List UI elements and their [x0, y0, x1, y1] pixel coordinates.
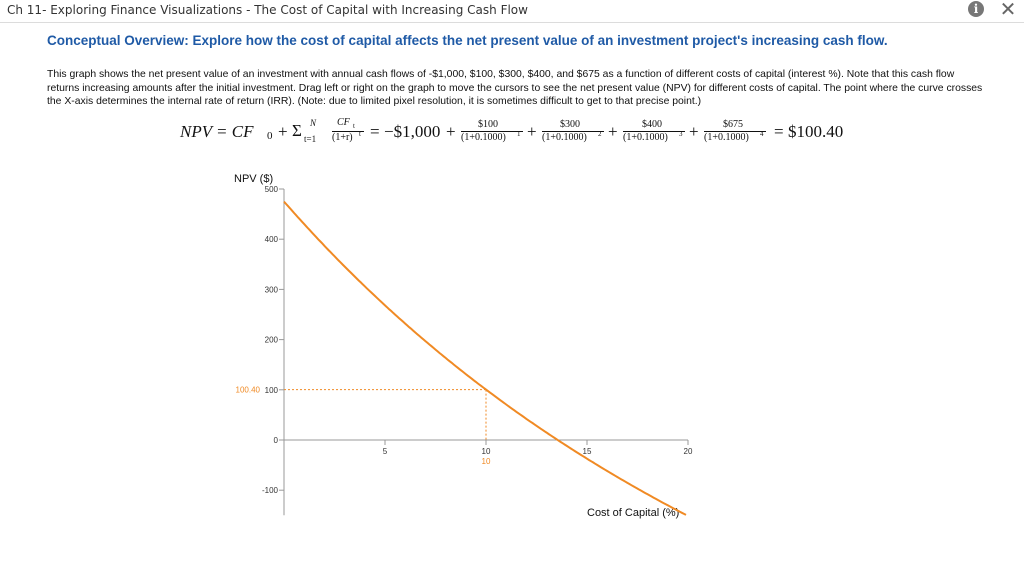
formula-lhs: NPV = CF — [180, 122, 254, 141]
term-4-line — [704, 131, 766, 132]
formula-sigma: Σ — [292, 121, 302, 140]
info-icon[interactable]: i — [968, 1, 984, 17]
term-3-line — [623, 131, 685, 132]
term-4-exp: 4 — [760, 130, 764, 138]
cursor-y-label: 100.40 — [236, 386, 261, 395]
formula-cf0: −$1,000 — [384, 122, 441, 141]
term-4-den: (1+0.1000) — [704, 132, 749, 143]
term-1-line — [461, 131, 523, 132]
title-bar: Ch 11- Exploring Finance Visualizations … — [0, 0, 1024, 23]
formula-generic-den: (1+r) — [332, 132, 353, 143]
formula-plus-1: + — [446, 122, 456, 141]
formula-equals-2: = — [774, 122, 784, 141]
term-1-den: (1+0.1000) — [461, 132, 506, 143]
y-tick-label: 500 — [265, 185, 279, 194]
y-tick-label: 400 — [265, 235, 279, 244]
y-tick-label: 0 — [274, 436, 279, 445]
term-3-exp: 3 — [679, 130, 683, 138]
formula-generic-den-exp: t — [359, 130, 361, 138]
formula-sum-top: N — [310, 118, 317, 128]
formula-generic-num: CF — [337, 117, 350, 128]
term-1-exp: 1 — [517, 130, 521, 138]
formula-result: $100.40 — [788, 122, 844, 141]
term-4-num: $675 — [723, 119, 743, 130]
term-3-den: (1+0.1000) — [623, 132, 668, 143]
npv-curve — [283, 200, 687, 516]
formula-equals: = — [370, 122, 380, 141]
window-title: Ch 11- Exploring Finance Visualizations … — [7, 3, 528, 17]
page-heading: Conceptual Overview: Explore how the cos… — [47, 33, 888, 48]
y-tick-label: 200 — [265, 336, 279, 345]
formula-plus-3: + — [608, 122, 618, 141]
x-axis-title: Cost of Capital (%) — [587, 507, 679, 519]
term-2-exp: 2 — [598, 130, 602, 138]
y-tick-label: 100 — [265, 386, 279, 395]
x-tick-label: 20 — [684, 447, 693, 456]
description-text: This graph shows the net present value o… — [47, 69, 983, 107]
term-2-num: $300 — [560, 119, 580, 130]
cursor-x-label: 10 — [482, 457, 491, 466]
formula-lhs-sub: 0 — [267, 130, 273, 142]
formula-generic-line — [332, 131, 364, 132]
term-2-line — [542, 131, 604, 132]
formula-plus-4: + — [689, 122, 699, 141]
term-3-num: $400 — [642, 119, 662, 130]
close-icon[interactable]: ✕ — [999, 0, 1017, 21]
x-tick-label: 15 — [583, 447, 592, 456]
formula-plus: + — [278, 122, 288, 141]
y-tick-label: 300 — [265, 285, 279, 294]
formula-sum-bottom: t=1 — [304, 134, 317, 144]
x-tick-label: 5 — [383, 447, 388, 456]
y-tick-label: -100 — [262, 486, 279, 495]
formula-plus-2: + — [527, 122, 537, 141]
formula-generic-num-sub: t — [353, 122, 355, 130]
y-axis-title: NPV ($) — [234, 173, 273, 185]
npv-formula: NPV = CF 0 + Σ N t=1 CF t (1+r) t = −$1,… — [180, 116, 860, 156]
term-1-num: $100 — [478, 119, 498, 130]
x-tick-label: 10 — [482, 447, 491, 456]
term-2-den: (1+0.1000) — [542, 132, 587, 143]
